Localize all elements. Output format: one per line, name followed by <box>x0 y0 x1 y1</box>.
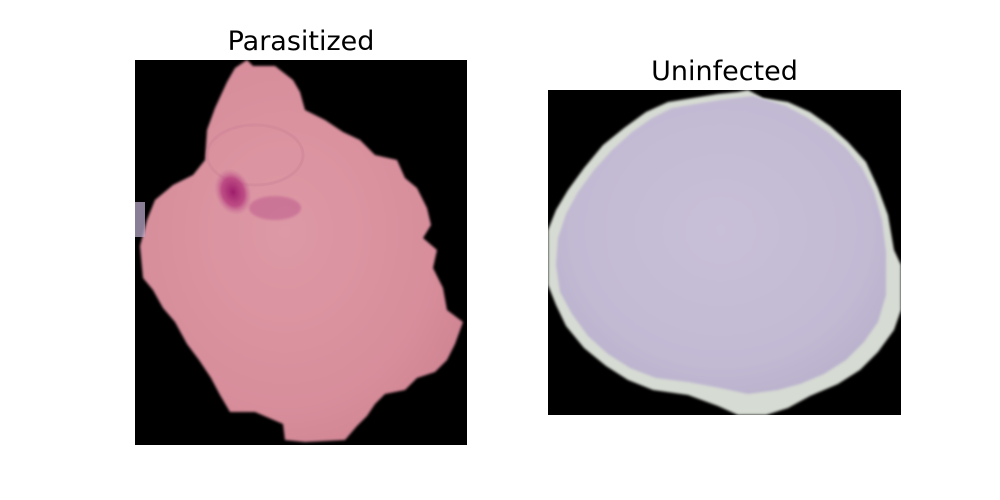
panel-title-uninfected: Uninfected <box>651 56 798 87</box>
parasite-stain <box>214 168 252 216</box>
uninfected-cell-svg <box>548 90 901 415</box>
panel-title-parasitized: Parasitized <box>227 26 375 57</box>
cell-body <box>140 60 463 442</box>
parasitized-cell-svg <box>135 60 467 445</box>
parasite-trail <box>249 196 301 220</box>
cell-body <box>556 96 886 394</box>
faint-ring <box>205 123 305 187</box>
uninfected-cell-image <box>548 90 901 415</box>
parasitized-cell-image <box>135 60 467 445</box>
left-edge-tint <box>135 202 145 237</box>
